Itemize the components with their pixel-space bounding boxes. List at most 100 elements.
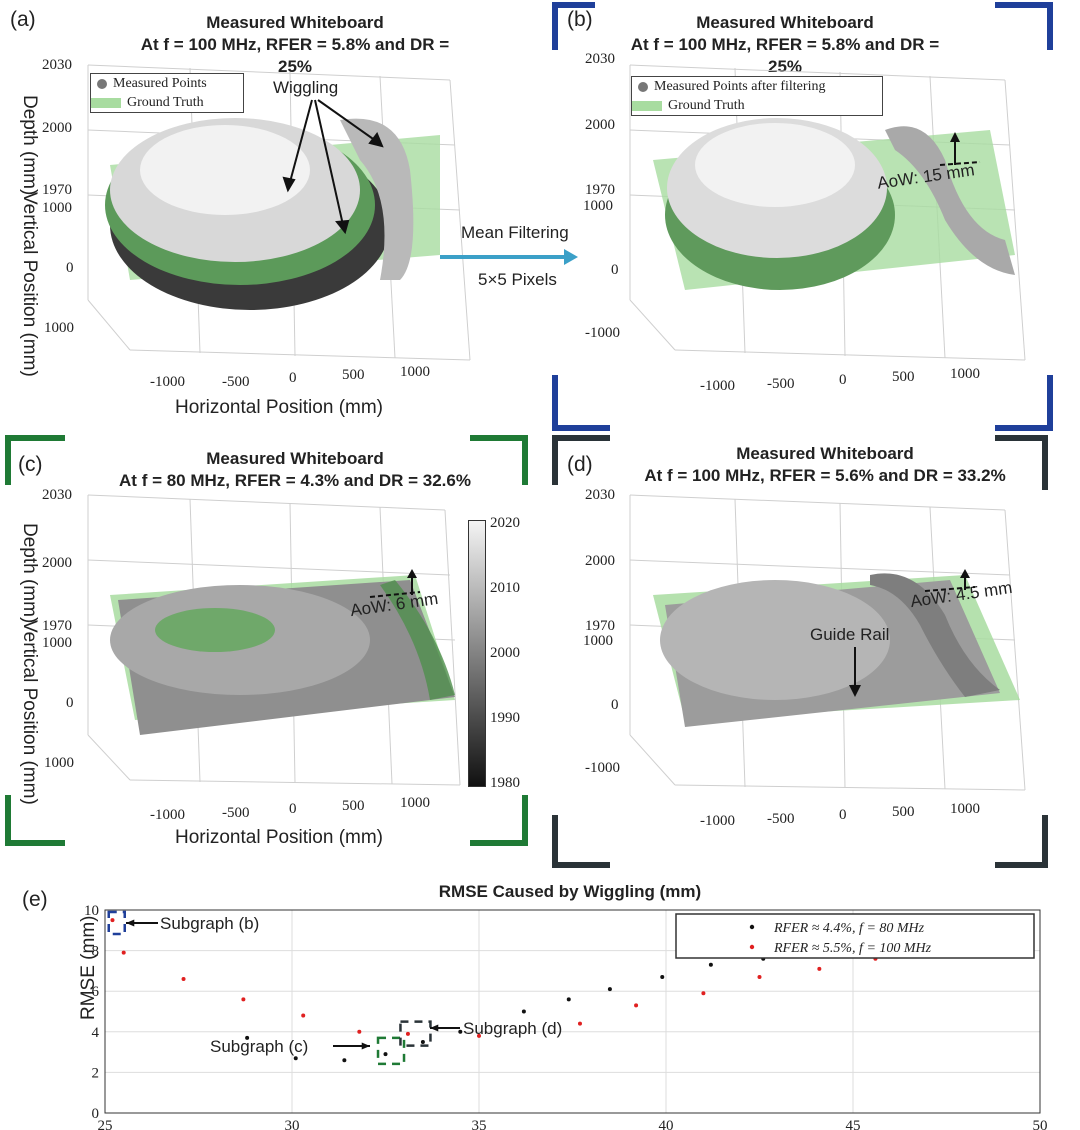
panel-b: (b) Measured Whiteboard At f = 100 MHz, … — [545, 0, 1080, 431]
x-tick-label: 35 — [472, 1118, 487, 1130]
horizontal-tick: 0 — [839, 807, 847, 823]
x-tick-label: 40 — [659, 1118, 674, 1130]
x-tick-label: 45 — [846, 1118, 861, 1130]
panel-frame — [5, 435, 528, 846]
legend-marker — [749, 924, 755, 930]
panel-label: (b) — [567, 8, 593, 31]
legend: Measured Points Ground Truth — [90, 73, 244, 113]
title-line-1: Measured Whiteboard — [206, 13, 384, 32]
depth-tick: 2000 — [585, 117, 615, 133]
chart-title: RMSE Caused by Wiggling (mm) — [438, 882, 702, 901]
horizontal-tick: 1000 — [400, 795, 430, 811]
title-line-2: At f = 100 MHz, RFER = 5.6% and DR = 33.… — [644, 466, 1006, 485]
annotation-subgraph-b: Subgraph (b) — [160, 914, 259, 933]
horizontal-tick: 0 — [289, 370, 297, 386]
filtering-label: Mean Filtering — [461, 223, 569, 242]
horizontal-tick: 1000 — [400, 364, 430, 380]
depth-tick: 2030 — [42, 487, 72, 503]
guide-rail-annotation: Guide Rail — [810, 625, 890, 644]
legend: Measured Points after filtering Ground T… — [631, 76, 883, 116]
subgraph-marker — [376, 1036, 406, 1066]
x-axis-label: Horizontal Position (mm) — [175, 397, 383, 418]
vertical-tick: 0 — [611, 697, 619, 713]
legend-item: Ground Truth — [632, 96, 882, 115]
data-point — [708, 962, 713, 967]
legend-marker — [97, 78, 107, 89]
horizontal-tick: 0 — [289, 801, 297, 817]
legend-box — [675, 913, 1035, 959]
measured-points-cloud — [660, 580, 890, 700]
surface-plot — [87, 494, 461, 786]
aow-marker — [924, 569, 976, 592]
vertical-tick: 1000 — [583, 198, 613, 214]
data-point — [458, 1029, 463, 1034]
wiggle-ridge — [340, 118, 414, 280]
legend-label: Ground Truth — [127, 95, 204, 110]
vertical-tick: 1000 — [583, 633, 613, 649]
data-point — [245, 1035, 250, 1040]
data-point — [383, 1052, 388, 1057]
data-point — [420, 1039, 425, 1044]
vertical-tick: 1000 — [42, 200, 72, 216]
vertical-tick: 1000 — [42, 635, 72, 651]
aow-marker — [939, 132, 981, 166]
horizontal-tick: 500 — [892, 369, 915, 385]
depth-tick: 2000 — [42, 555, 72, 571]
title-line-1: Measured Whiteboard — [696, 13, 874, 32]
panel-d: (d) Measured Whiteboard At f = 100 MHz, … — [545, 435, 1080, 868]
horizontal-tick: -500 — [767, 811, 795, 827]
legend-item: Measured Points — [91, 74, 243, 93]
panel-label: (d) — [567, 453, 593, 476]
horizontal-tick: 500 — [892, 804, 915, 820]
panel-title: Measured Whiteboard At f = 100 MHz, RFER… — [620, 12, 950, 78]
depth-tick: 2030 — [42, 57, 72, 73]
data-point — [660, 974, 665, 979]
annotation-subgraph-d: Subgraph (d) — [463, 1019, 562, 1038]
panel-a: (a) Measured Whiteboard At f = 100 MHz, … — [0, 0, 540, 430]
x-axis-label: Horizontal Position (mm) — [175, 827, 383, 848]
data-point — [181, 977, 186, 982]
subgraph-marker — [107, 910, 126, 936]
x-tick-label: 50 — [1033, 1118, 1048, 1130]
colorbar-tick: 1990 — [490, 710, 520, 726]
depth-tick: 1970 — [585, 182, 615, 198]
surface-plot — [87, 64, 471, 361]
vertical-tick: 0 — [611, 262, 619, 278]
title-line-1: Measured Whiteboard — [736, 444, 914, 463]
vertical-tick: 1000 — [44, 755, 74, 771]
wiggle-ridge — [870, 573, 1000, 697]
legend-patch — [91, 97, 121, 108]
depth-tick: 2030 — [585, 487, 615, 503]
legend-label: Measured Points after filtering — [654, 79, 826, 94]
depth-tick: 2030 — [585, 51, 615, 67]
annotation-arrowhead — [126, 919, 135, 927]
data-point — [817, 966, 822, 971]
panel-title: Measured Whiteboard At f = 100 MHz, RFER… — [620, 443, 1030, 487]
colorbar-tick: 2000 — [490, 645, 520, 661]
annotation-arrowhead — [430, 1024, 439, 1032]
y-tick-label: 2 — [92, 1065, 100, 1081]
data-point — [634, 1003, 639, 1008]
data-point — [241, 997, 246, 1002]
filtering-arrow — [440, 249, 578, 265]
panel-e: (e) RMSE Caused by Wiggling (mm) RMSE (m… — [0, 870, 1080, 1130]
filtering-size-label: 5×5 Pixels — [478, 270, 557, 289]
data-point — [121, 950, 126, 955]
legend-label: Ground Truth — [668, 98, 745, 113]
panel-frame — [552, 435, 1048, 868]
annotation-arrows — [282, 99, 384, 235]
legend-patch — [632, 100, 662, 111]
data-point — [110, 918, 115, 923]
colorbar-tick: 1980 — [490, 775, 520, 791]
y-tick-label: 0 — [92, 1106, 100, 1122]
vertical-tick: 1000 — [44, 320, 74, 336]
title-line-1: Measured Whiteboard — [206, 449, 384, 468]
horizontal-tick: -1000 — [150, 374, 185, 390]
data-point — [301, 1013, 306, 1018]
data-point — [357, 1029, 362, 1034]
legend-item: Measured Points after filtering — [632, 77, 882, 96]
surface-plot — [629, 494, 1026, 791]
colorbar-tick: 2020 — [490, 515, 520, 531]
horizontal-tick: -1000 — [700, 813, 735, 829]
panel-label: (e) — [22, 888, 48, 911]
